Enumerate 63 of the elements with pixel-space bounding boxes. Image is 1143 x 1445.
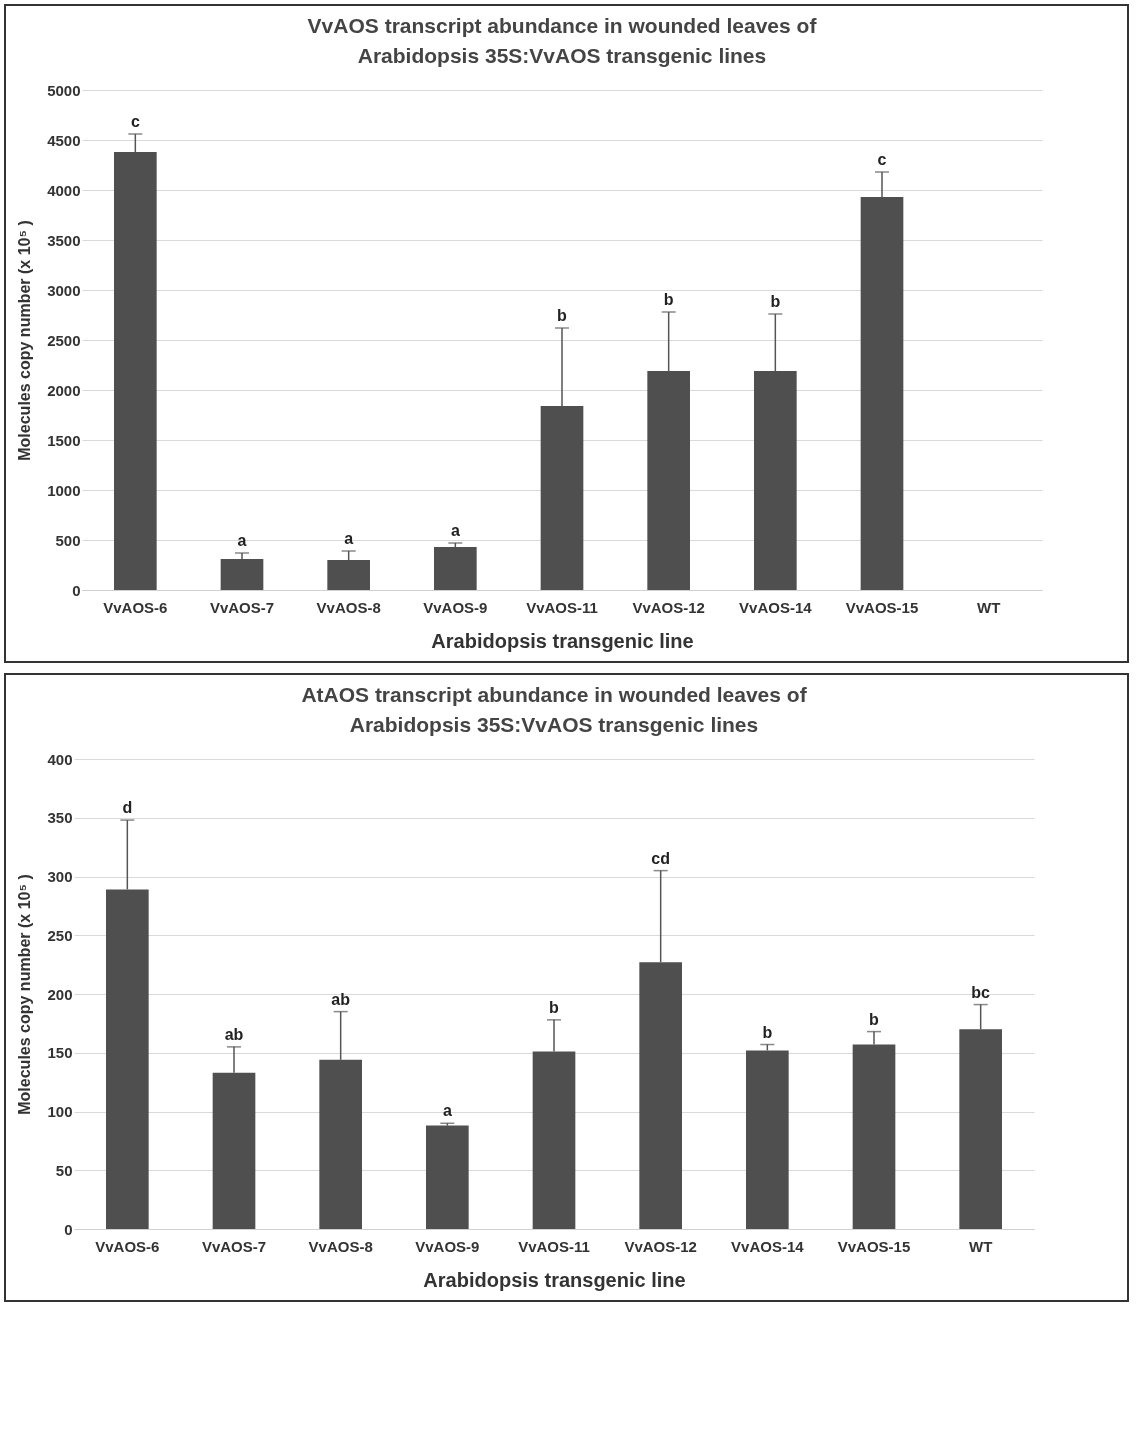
annotation: b (869, 1010, 880, 1028)
y-tick-label: 4500 (47, 131, 81, 149)
x-axis-title: Arabidopsis transgenic line (431, 629, 694, 652)
y-tick-label: 350 (47, 809, 73, 827)
annotation: a (442, 1102, 452, 1120)
annotation: bc (971, 983, 991, 1001)
y-tick-label: 100 (47, 1103, 73, 1120)
y-tick-label: 2000 (47, 381, 81, 399)
x-tick-label: VvAOS-12 (624, 1237, 697, 1255)
annotation: a (450, 522, 460, 539)
x-tick-label: VvAOS-7 (201, 1237, 267, 1255)
annotation: ab (331, 990, 351, 1008)
y-axis-title: Molecules copy number (x 10⁵ ) (16, 874, 34, 1115)
y-tick-label: 500 (55, 531, 81, 549)
x-tick-label: VvAOS-7 (209, 598, 275, 616)
bar (426, 1125, 469, 1229)
x-tick-label: VvAOS-15 (837, 1237, 911, 1255)
y-tick-label: 0 (72, 581, 81, 599)
x-tick-label: VvAOS-11 (526, 598, 598, 616)
x-tick-label: VvAOS-14 (731, 1237, 805, 1255)
annotation: c (130, 113, 140, 130)
x-tick-label: VvAOS-11 (518, 1237, 590, 1255)
y-tick-label: 2500 (47, 331, 81, 349)
annotation: b (557, 307, 568, 324)
y-tick-label: 150 (47, 1044, 73, 1062)
x-tick-label: VvAOS-8 (316, 598, 381, 616)
chart-title: VvAOS transcript abundance in wounded leaves of Arabidopsis 35S:VvAOS transgenic lines (307, 14, 818, 67)
x-tick-label: VvAOS-6 (95, 1237, 160, 1255)
annotation: b (762, 1023, 773, 1041)
x-tick-label: WT (969, 1237, 993, 1255)
y-tick-label: 3500 (47, 231, 81, 249)
y-tick-label: 1000 (47, 481, 81, 499)
bar (434, 547, 477, 590)
annotation: b (663, 291, 674, 308)
annotation: b (770, 293, 781, 310)
x-tick-label: VvAOS-12 (632, 598, 705, 616)
y-tick-label: 50 (55, 1161, 73, 1179)
annotation: d (122, 799, 133, 817)
x-tick-label: VvAOS-14 (739, 598, 813, 616)
x-tick-label: VvAOS-8 (308, 1237, 373, 1255)
y-tick-label: 200 (47, 985, 73, 1003)
y-axis-title: Molecules copy number (x 10⁵ ) (16, 220, 34, 461)
annotation: cd (651, 849, 670, 867)
y-tick-label: 0 (64, 1220, 73, 1238)
y-tick-label: 400 (47, 750, 73, 768)
annotation: c (877, 151, 887, 168)
chart-title: AtAOS transcript abundance in wounded leaves of Arabidopsis 35S:VvAOS transgenic lines (301, 683, 808, 736)
y-tick-label: 3000 (47, 281, 81, 299)
y-tick-label: 250 (47, 926, 73, 944)
x-tick-label: VvAOS-15 (845, 598, 919, 616)
x-axis-title: Arabidopsis transgenic line (423, 1268, 686, 1291)
x-tick-label: VvAOS-9 (415, 1237, 480, 1255)
x-tick-label: WT (977, 598, 1001, 616)
annotation: a (344, 530, 354, 547)
annotation: a (237, 532, 247, 549)
annotation: b (549, 998, 560, 1016)
x-tick-label: VvAOS-6 (103, 598, 168, 616)
x-tick-label: VvAOS-9 (423, 598, 488, 616)
y-tick-label: 5000 (47, 81, 81, 99)
annotation: ab (224, 1025, 244, 1043)
y-tick-label: 300 (47, 868, 73, 885)
y-tick-label: 4000 (47, 181, 81, 199)
y-tick-label: 1500 (47, 431, 81, 449)
